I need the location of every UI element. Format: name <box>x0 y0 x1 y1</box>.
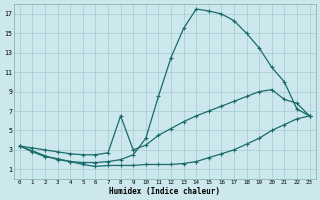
X-axis label: Humidex (Indice chaleur): Humidex (Indice chaleur) <box>109 187 220 196</box>
